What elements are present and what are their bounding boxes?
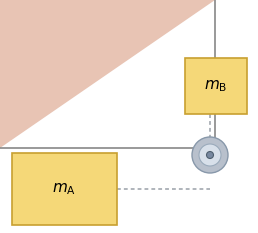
Circle shape: [192, 137, 228, 173]
Circle shape: [199, 144, 221, 166]
Text: $m_\mathrm{A}$: $m_\mathrm{A}$: [52, 181, 77, 197]
FancyBboxPatch shape: [12, 153, 117, 225]
Polygon shape: [0, 0, 215, 148]
Circle shape: [206, 151, 214, 158]
Text: $m_\mathrm{B}$: $m_\mathrm{B}$: [204, 78, 228, 94]
FancyBboxPatch shape: [185, 58, 247, 114]
